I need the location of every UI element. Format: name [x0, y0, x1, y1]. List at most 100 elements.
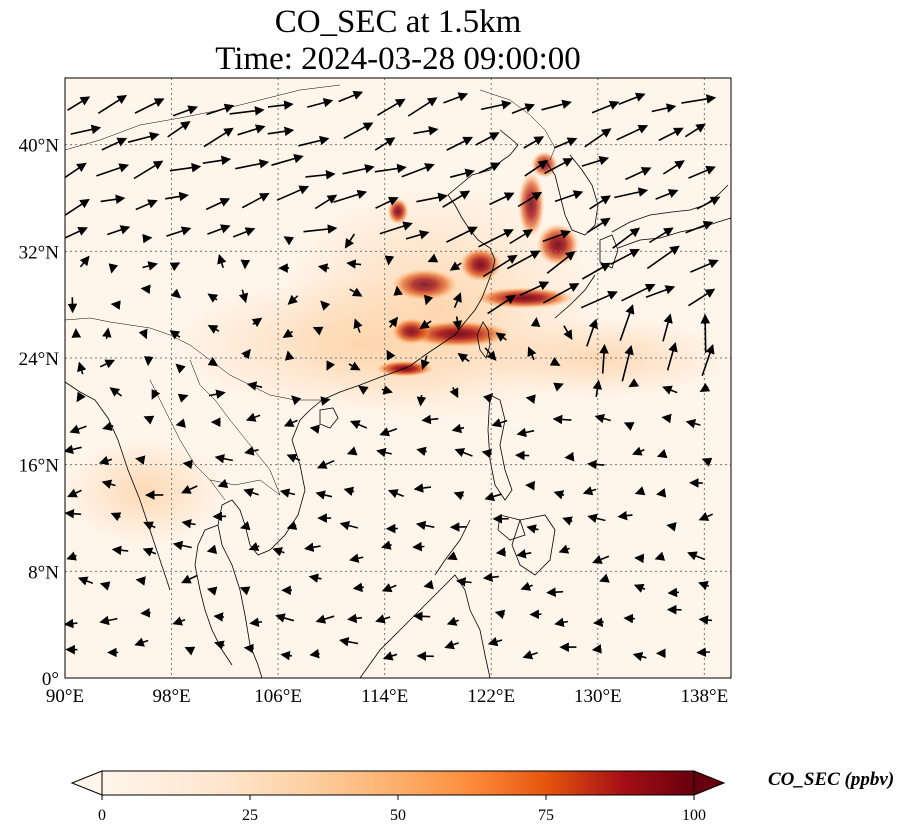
- wind-arrow: [454, 448, 473, 458]
- wind-arrow: [287, 294, 299, 305]
- wind-arrow: [655, 189, 679, 200]
- wind-arrow: [97, 94, 128, 114]
- wind-arrow: [517, 191, 543, 208]
- wind-arrow: [516, 427, 535, 438]
- wind-arrow: [272, 547, 285, 557]
- wind-arrow: [205, 197, 231, 211]
- wind-arrow: [698, 581, 710, 591]
- wind-arrow: [284, 350, 295, 361]
- wind-arrow: [99, 359, 116, 369]
- wind-arrow: [451, 423, 465, 434]
- wind-arrow: [416, 394, 427, 407]
- wind-arrow: [206, 103, 235, 116]
- colorbar-gradient: [101, 770, 695, 796]
- wind-arrow: [632, 651, 647, 662]
- wind-arrow: [76, 391, 86, 403]
- map-title: CO_SEC at 1.5km: [274, 4, 522, 40]
- colorbar-tick-label: 75: [538, 807, 554, 824]
- wind-arrow: [241, 193, 270, 209]
- wind-arrow: [553, 382, 564, 392]
- plume-south-china-inland: [391, 318, 432, 345]
- wind-arrow: [134, 637, 149, 647]
- wind-arrow: [549, 357, 561, 366]
- wind-arrow: [449, 261, 462, 271]
- wind-arrow: [661, 413, 672, 424]
- wind-arrow: [552, 414, 572, 425]
- wind-arrow: [478, 229, 514, 248]
- wind-arrow: [684, 123, 706, 138]
- wind-arrow: [244, 446, 259, 456]
- wind-arrow: [65, 618, 78, 629]
- wind-arrow: [487, 294, 516, 315]
- wind-arrow: [65, 444, 82, 455]
- haze-patch-1: [171, 278, 545, 412]
- wind-arrow: [70, 124, 102, 135]
- wind-arrow: [286, 520, 298, 530]
- wind-arrow: [172, 105, 198, 117]
- wind-arrow: [65, 226, 88, 239]
- wind-arrow: [142, 261, 158, 271]
- coastline-borneo: [359, 574, 491, 678]
- wind-arrow: [127, 131, 160, 143]
- wind-arrow: [143, 415, 155, 425]
- wind-arrow: [685, 220, 714, 234]
- wind-arrow: [181, 518, 196, 529]
- wind-arrow: [612, 227, 641, 249]
- wind-arrow: [207, 325, 220, 334]
- wind-arrow: [248, 542, 260, 552]
- plume-bohai: [531, 151, 558, 178]
- wind-arrow: [593, 617, 604, 627]
- wind-arrow: [384, 255, 395, 266]
- wind-arrow: [401, 163, 435, 178]
- wind-arrow: [662, 385, 678, 395]
- wind-arrow: [181, 484, 198, 494]
- wind-arrow: [202, 155, 232, 166]
- wind-arrow: [379, 221, 413, 235]
- coastline-palawan: [434, 519, 471, 576]
- lat-tick-label: 0°: [42, 669, 59, 690]
- wind-arrow: [558, 544, 570, 554]
- colorbar-tick-label: 0: [98, 807, 106, 824]
- wind-arrow: [320, 300, 331, 311]
- map-timestamp: Time: 2024-03-28 09:00:00: [215, 41, 581, 77]
- wind-arrow: [616, 124, 649, 141]
- wind-arrow: [135, 199, 158, 211]
- wind-arrow: [349, 287, 363, 297]
- wind-arrow: [446, 551, 458, 561]
- border-northeast: [479, 89, 556, 161]
- wind-arrow: [618, 92, 646, 105]
- colorbar-tick-label: 25: [242, 807, 258, 824]
- wind-arrow: [699, 382, 711, 393]
- wind-arrow: [656, 449, 668, 459]
- concentration-plumes: [375, 151, 580, 377]
- wind-arrow: [416, 192, 448, 203]
- wind-arrow: [457, 352, 470, 363]
- wind-arrow: [110, 300, 121, 310]
- wind-arrow: [623, 422, 635, 431]
- wind-arrow: [554, 190, 584, 203]
- axis-ticks: 90°E 98°E 106°E 114°E 122°E 130°E 138°E 0° 8°N 16…: [19, 136, 729, 707]
- wind-arrow: [546, 251, 576, 274]
- wind-arrow: [143, 356, 154, 367]
- wind-arrow: [449, 168, 475, 178]
- wind-arrow: [651, 103, 677, 113]
- wind-arrow: [315, 614, 335, 624]
- wind-arrow: [175, 363, 186, 374]
- lat-tick-label: 24°N: [19, 349, 60, 370]
- coastline-visayas: [497, 514, 526, 541]
- wind-arrow: [662, 313, 673, 342]
- wind-arrow: [698, 512, 714, 521]
- wind-arrow: [207, 224, 231, 235]
- wind-arrow: [382, 651, 398, 661]
- wind-arrow: [275, 613, 295, 623]
- wind-arrow: [206, 544, 218, 555]
- wind-arrow: [581, 262, 611, 280]
- wind-arrow: [169, 330, 181, 340]
- wind-arrow: [271, 153, 304, 166]
- wind-arrow: [99, 581, 111, 591]
- lat-tick-label: 8°N: [28, 562, 59, 583]
- wind-arrow: [478, 162, 501, 174]
- wind-arrow: [446, 226, 478, 243]
- wind-arrow: [206, 586, 218, 596]
- wind-arrow: [632, 446, 645, 456]
